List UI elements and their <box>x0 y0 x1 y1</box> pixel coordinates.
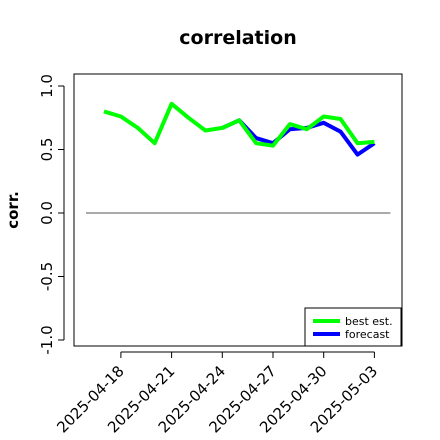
legend-label-forecast: forecast <box>345 328 390 341</box>
y-tick-label: 1.0 <box>38 74 56 98</box>
y-tick-label: -1.0 <box>38 325 56 354</box>
legend-label-best-est: best est. <box>345 315 393 328</box>
x-axis: 2025-04-182025-04-212025-04-242025-04-27… <box>53 351 381 436</box>
y-tick-label: 0.5 <box>38 138 56 162</box>
series-layer <box>103 101 376 157</box>
y-axis: -1.0 -0.5 0.0 0.5 1.0 <box>38 74 65 355</box>
legend-box <box>304 307 402 347</box>
chart-title: correlation <box>179 27 296 49</box>
y-tick-label: -0.5 <box>38 262 56 291</box>
series-line-best-est <box>103 101 375 148</box>
legend: best est. forecast <box>304 307 402 347</box>
y-axis-label: corr. <box>4 191 22 229</box>
y-tick-label: 0.0 <box>38 201 56 225</box>
plot-area <box>73 73 403 347</box>
